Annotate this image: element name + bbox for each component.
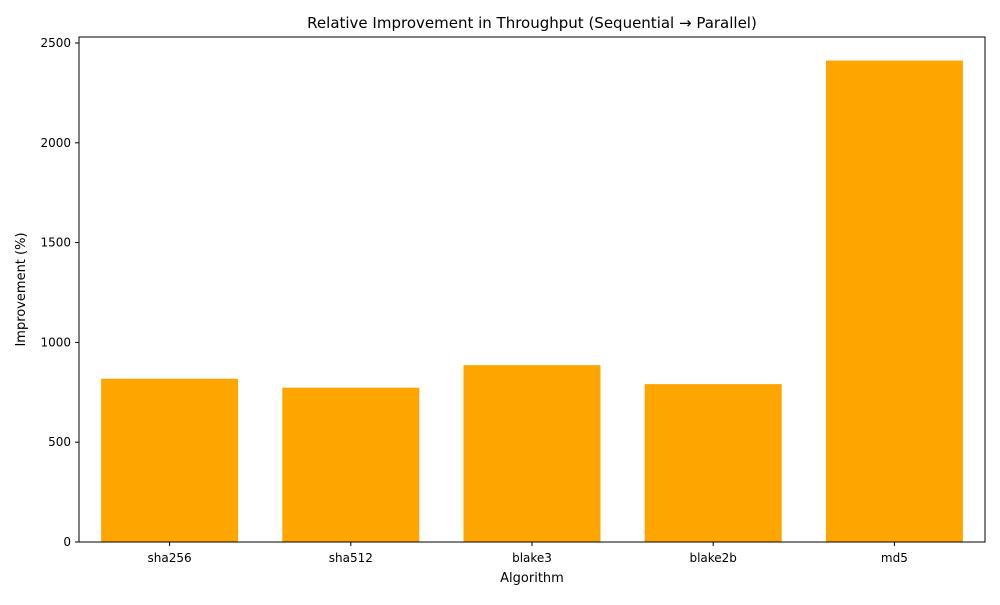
x-tick-label: blake2b [689,551,736,565]
bar-blake3 [463,365,601,542]
y-tick-label: 500 [48,435,71,449]
bar-md5 [825,60,963,543]
bar-sha256 [101,378,239,542]
y-axis-label: Improvement (%) [14,232,29,346]
x-tick-label: sha256 [148,551,192,565]
y-tick-label: 1000 [40,335,71,349]
bars-group [101,60,963,543]
y-axis-ticks: 0 500 1000 1500 2000 2500 [40,36,79,549]
bar-blake2b [644,384,782,542]
plot-frame [78,36,986,543]
chart-title: Relative Improvement in Throughput (Sequ… [307,14,757,32]
x-tick-label: blake3 [512,551,552,565]
x-tick-label: sha512 [329,551,373,565]
x-tick-label: md5 [881,551,908,565]
x-axis-ticks: sha256 sha512 blake3 blake2b md5 [148,542,908,565]
y-tick-label: 2000 [40,136,71,150]
x-axis-label: Algorithm [500,571,564,586]
y-tick-label: 2500 [40,36,71,50]
y-tick-label: 1500 [40,236,71,250]
y-tick-label: 0 [63,535,71,549]
bar-sha512 [282,387,420,542]
